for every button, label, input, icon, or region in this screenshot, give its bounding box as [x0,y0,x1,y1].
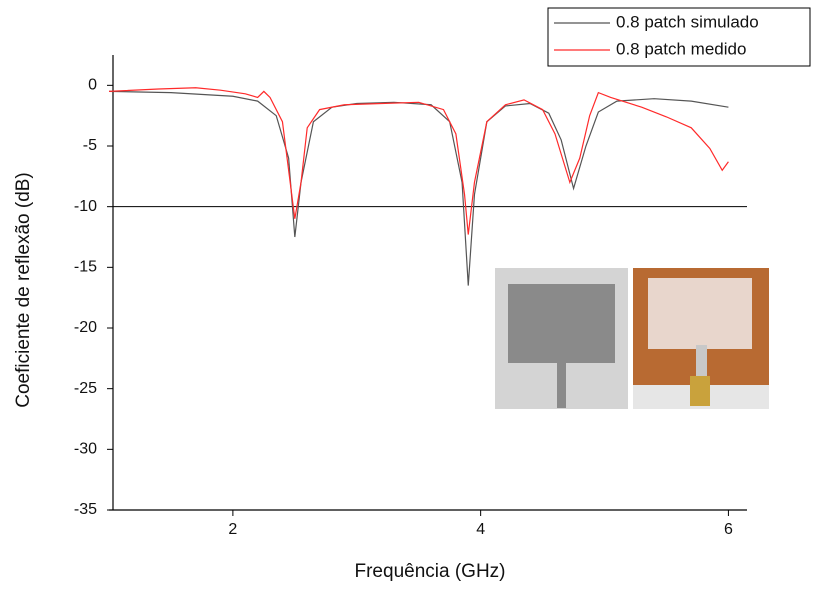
plot [107,55,747,516]
y-tick-label: -5 [83,137,97,154]
x-axis-label: Frequência (GHz) [355,561,506,582]
y-tick-label: -35 [74,501,97,518]
y-tick-label: -25 [74,380,97,397]
y-tick-label: -15 [74,259,97,276]
x-tick-label: 2 [228,521,237,538]
y-axis-label: Coeficiente de reflexão (dB) [13,172,34,408]
x-tick-label: 4 [476,521,485,538]
legend-label: 0.8 patch medido [616,39,746,58]
inset-simulated [495,268,628,409]
inset-photo [633,268,769,409]
x-tick-label: 6 [724,521,733,538]
series-line [108,90,729,286]
legend-label: 0.8 patch simulado [616,12,759,31]
y-tick-label: -20 [74,319,97,336]
y-tick-label: 0 [88,77,97,94]
y-tick-label: -30 [74,441,97,458]
legend-box [547,7,811,67]
series-line [108,87,729,235]
y-tick-label: -10 [74,198,97,215]
